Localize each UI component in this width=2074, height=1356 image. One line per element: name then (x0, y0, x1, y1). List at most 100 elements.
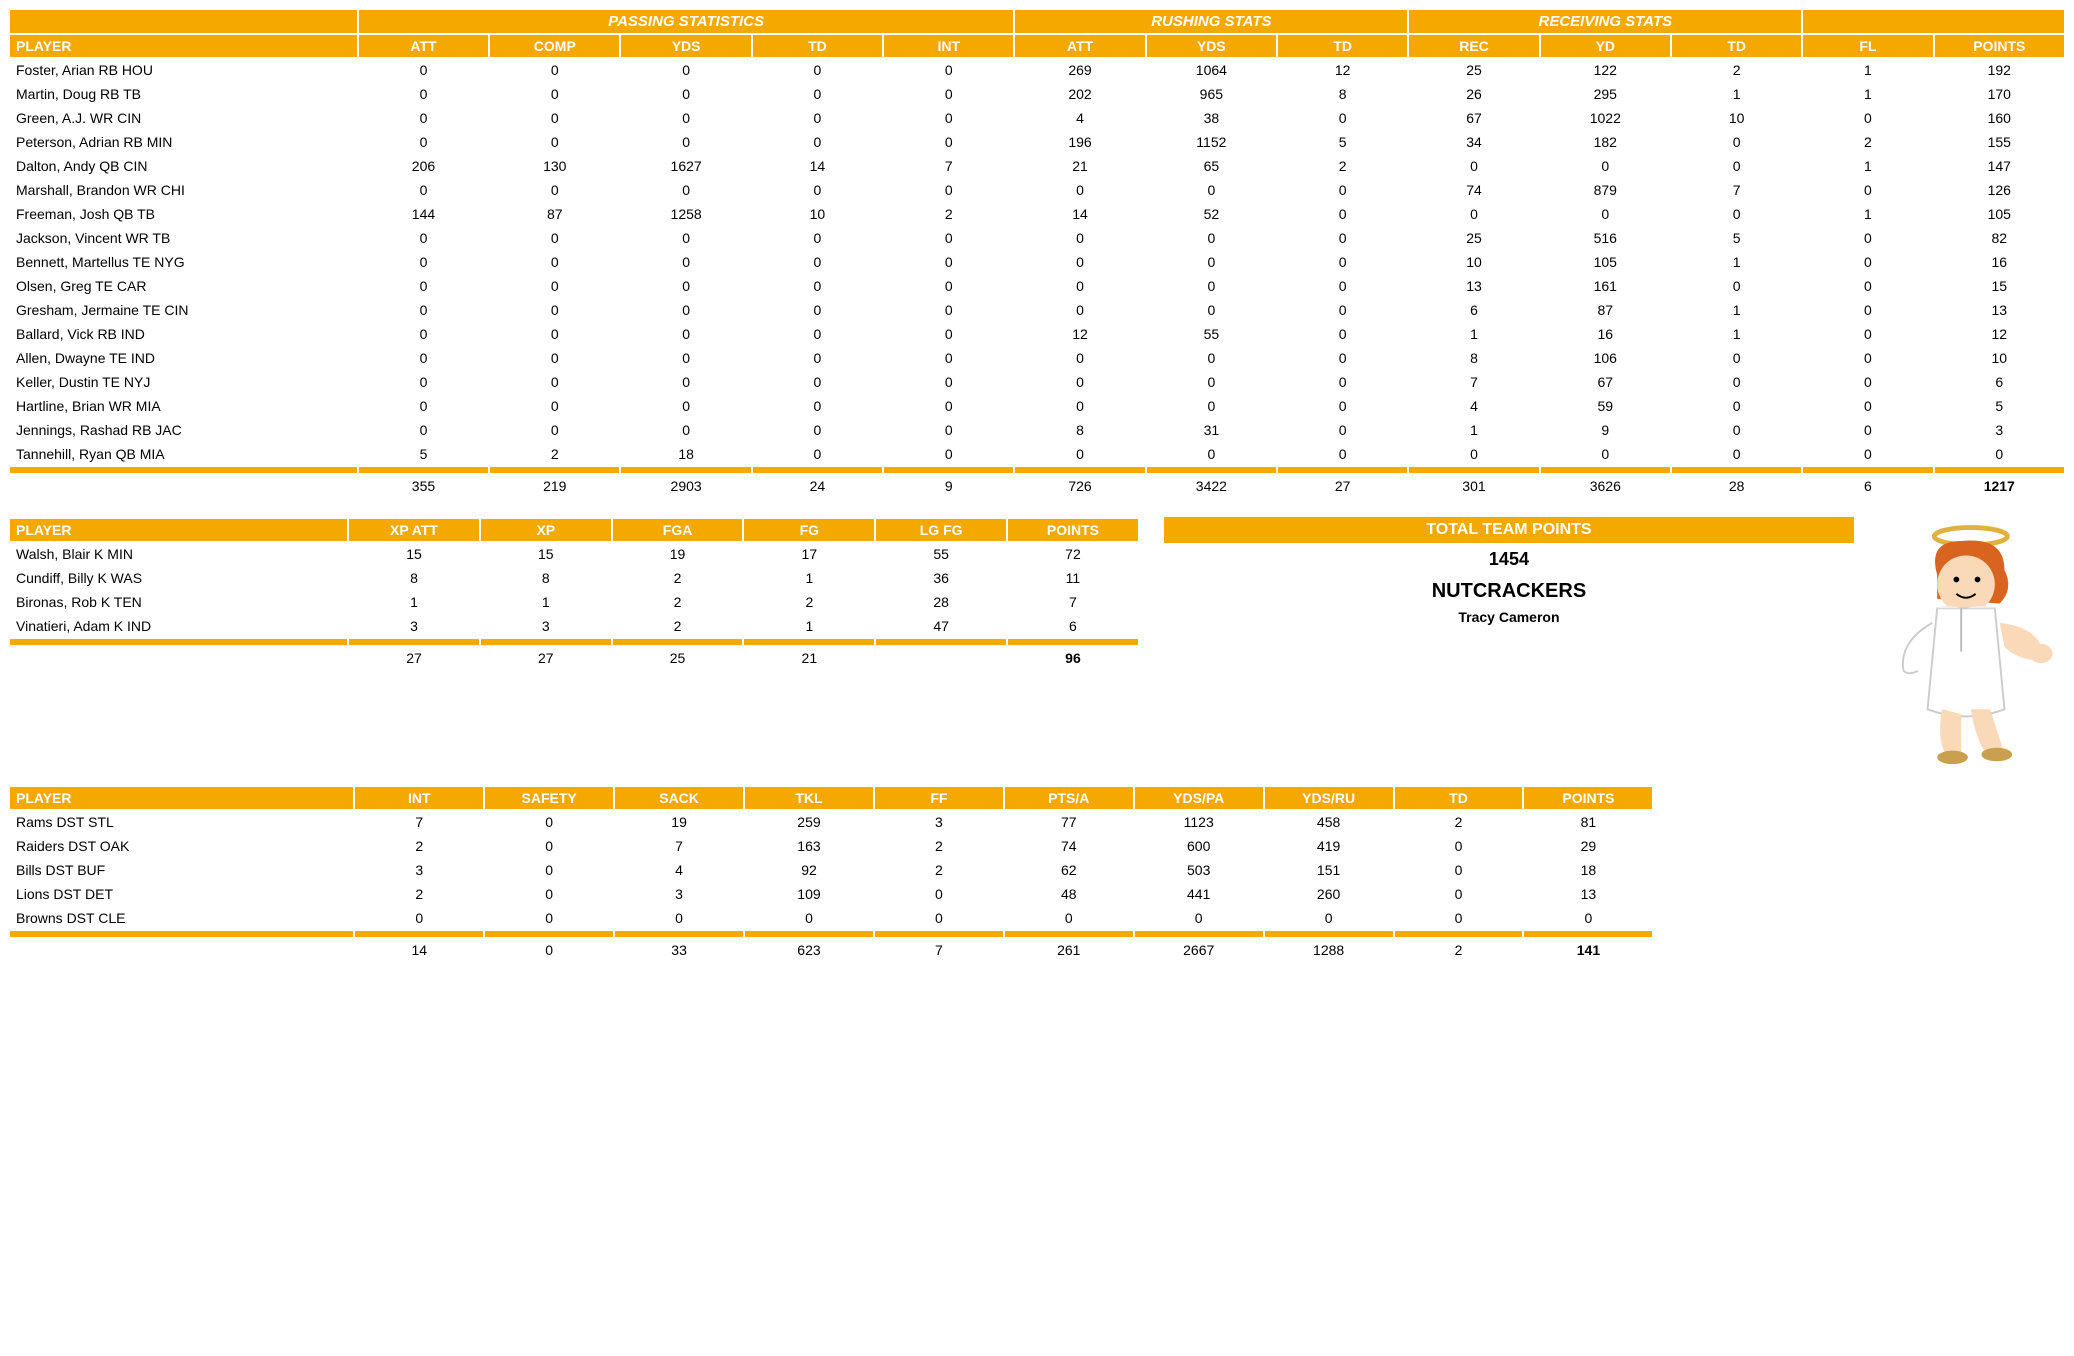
stat-cell: 269 (1014, 58, 1145, 82)
stat-cell: 59 (1540, 394, 1671, 418)
defense-stats-table: PLAYERINTSAFETYSACKTKLFFPTS/AYDS/PAYDS/R… (8, 785, 1654, 963)
table-row: Peterson, Adrian RB MIN00000196115253418… (9, 130, 2065, 154)
total-cell (9, 474, 358, 498)
stat-cell: 0 (1014, 226, 1145, 250)
stat-cell: 18 (1523, 858, 1653, 882)
stat-cell: 0 (1394, 906, 1524, 930)
stat-cell: 0 (1802, 394, 1933, 418)
kick-and-team-row: PLAYERXP ATTXPFGAFGLG FGPOINTSWalsh, Bla… (8, 517, 2066, 767)
stat-cell: 0 (1277, 202, 1408, 226)
stat-cell: 0 (752, 178, 883, 202)
totals-row: 140336237261266712882141 (9, 938, 1653, 962)
column-header: INT (354, 786, 484, 810)
stat-cell: 8 (480, 566, 612, 590)
stat-cell: 81 (1523, 810, 1653, 834)
stat-cell: 0 (489, 418, 620, 442)
stat-cell: 2 (874, 858, 1004, 882)
stat-cell: 2 (354, 834, 484, 858)
table-row: Gresham, Jermaine TE CIN000000006871013 (9, 298, 2065, 322)
stat-cell: 0 (1146, 250, 1277, 274)
column-header: LG FG (875, 518, 1007, 542)
total-cell: 96 (1007, 646, 1139, 670)
stat-cell: 1627 (620, 154, 751, 178)
stat-cell: 0 (1014, 346, 1145, 370)
stat-cell: 0 (1004, 906, 1134, 930)
stat-cell: 8 (348, 566, 480, 590)
stat-cell: 55 (1146, 322, 1277, 346)
stat-cell: 0 (1671, 394, 1802, 418)
stat-cell: 0 (1277, 370, 1408, 394)
column-header: PTS/A (1004, 786, 1134, 810)
stat-cell: 192 (1934, 58, 2065, 82)
column-group-header: RECEIVING STATS (1408, 9, 1802, 34)
stat-cell: 0 (883, 274, 1014, 298)
column-header: PLAYER (9, 786, 354, 810)
stat-cell: 1123 (1134, 810, 1264, 834)
stat-cell: 0 (1671, 346, 1802, 370)
stat-cell: 7 (1408, 370, 1539, 394)
stat-cell: 55 (875, 542, 1007, 566)
table-row: Allen, Dwayne TE IND0000000081060010 (9, 346, 2065, 370)
stat-cell: 0 (1671, 154, 1802, 178)
column-header: YDS (1146, 34, 1277, 58)
stat-cell: 0 (620, 346, 751, 370)
stat-cell: 0 (484, 882, 614, 906)
stat-cell: 67 (1408, 106, 1539, 130)
total-cell: 355 (358, 474, 489, 498)
stat-cell: 29 (1523, 834, 1653, 858)
stat-cell: 10 (752, 202, 883, 226)
stat-cell: 0 (620, 226, 751, 250)
player-cell: Marshall, Brandon WR CHI (9, 178, 358, 202)
stat-cell: 1 (1802, 58, 1933, 82)
stat-cell: 72 (1007, 542, 1139, 566)
stat-cell: 28 (875, 590, 1007, 614)
stat-cell: 105 (1540, 250, 1671, 274)
stat-cell: 15 (348, 542, 480, 566)
stat-cell: 0 (1277, 226, 1408, 250)
stat-cell: 74 (1004, 834, 1134, 858)
stat-cell: 161 (1540, 274, 1671, 298)
total-cell: 14 (354, 938, 484, 962)
stat-cell: 12 (1934, 322, 2065, 346)
stat-cell: 0 (883, 298, 1014, 322)
stat-cell: 34 (1408, 130, 1539, 154)
player-cell: Freeman, Josh QB TB (9, 202, 358, 226)
stat-cell: 0 (489, 346, 620, 370)
stat-cell: 0 (1408, 442, 1539, 466)
stat-cell: 0 (358, 226, 489, 250)
player-cell: Foster, Arian RB HOU (9, 58, 358, 82)
stat-cell: 0 (1134, 906, 1264, 930)
column-group-header: PASSING STATISTICS (358, 9, 1015, 34)
stat-cell: 9 (1540, 418, 1671, 442)
stat-cell: 12 (1014, 322, 1145, 346)
stat-cell: 0 (752, 322, 883, 346)
stat-cell: 0 (1014, 250, 1145, 274)
total-cell: 9 (883, 474, 1014, 498)
total-cell: 3626 (1540, 474, 1671, 498)
table-row: Martin, Doug RB TB0000020296582629511170 (9, 82, 2065, 106)
column-header: POINTS (1523, 786, 1653, 810)
stat-cell: 0 (1146, 442, 1277, 466)
table-row: Dalton, Andy QB CIN206130162714721652000… (9, 154, 2065, 178)
stat-cell: 2 (874, 834, 1004, 858)
stat-cell: 0 (1014, 394, 1145, 418)
stat-cell: 0 (874, 906, 1004, 930)
stat-cell: 122 (1540, 58, 1671, 82)
column-header: PLAYER (9, 518, 348, 542)
table-row: Green, A.J. WR CIN000004380671022100160 (9, 106, 2065, 130)
stat-cell: 2 (1671, 58, 1802, 82)
stat-cell: 2 (612, 566, 744, 590)
stat-cell: 1 (1408, 322, 1539, 346)
stat-cell: 7 (614, 834, 744, 858)
team-total-points: 1454 (1164, 543, 1854, 576)
stat-cell: 0 (620, 106, 751, 130)
table-row: Vinatieri, Adam K IND3321476 (9, 614, 1139, 638)
table-row: Foster, Arian RB HOU00000269106412251222… (9, 58, 2065, 82)
stat-cell: 0 (1146, 394, 1277, 418)
stat-cell: 0 (883, 370, 1014, 394)
column-header: YD (1540, 34, 1671, 58)
stat-cell: 0 (489, 274, 620, 298)
stat-cell: 0 (1277, 418, 1408, 442)
total-cell: 7 (874, 938, 1004, 962)
stat-cell: 0 (354, 906, 484, 930)
